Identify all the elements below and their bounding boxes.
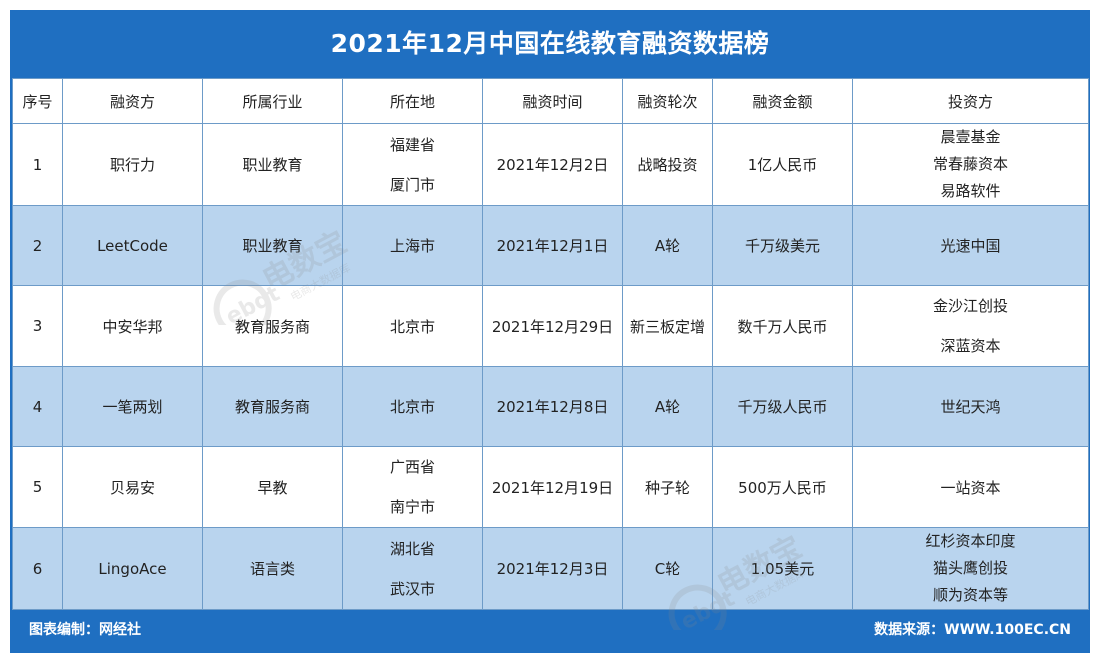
cell-round: A轮 xyxy=(622,366,713,447)
investor: 常春藤资本 xyxy=(932,155,1008,173)
column-header-round: 融资轮次 xyxy=(622,78,713,124)
cell-amount: 千万级人民币 xyxy=(712,366,853,447)
cell-industry: 职业教育 xyxy=(202,205,343,286)
cell-no: 1 xyxy=(12,123,63,206)
cell-no: 6 xyxy=(12,527,63,610)
investor: 光速中国 xyxy=(940,237,1001,255)
cell-company: 中安华邦 xyxy=(62,285,203,367)
cell-round: C轮 xyxy=(622,527,713,610)
cell-investors: 金沙江创投 深蓝资本 xyxy=(852,285,1089,367)
cell-company: LeetCode xyxy=(62,205,203,286)
cell-investors: 光速中国 xyxy=(852,205,1089,286)
table-row: 4 一笔两划 教育服务商 北京市 2021年12月8日 A轮 千万级人民币 世纪… xyxy=(12,366,1089,447)
footer-credit: 图表编制：网经社 xyxy=(29,622,141,638)
table-row: 2 LeetCode 职业教育 上海市 2021年12月1日 A轮 千万级美元 … xyxy=(12,205,1089,286)
investor: 晨壹基金 xyxy=(940,128,1001,146)
cell-date: 2021年12月29日 xyxy=(482,285,623,367)
location-city: 厦门市 xyxy=(389,175,435,194)
cell-round: A轮 xyxy=(622,205,713,286)
cell-no: 4 xyxy=(12,366,63,447)
cell-company: 贝易安 xyxy=(62,446,203,528)
column-header-investors: 投资方 xyxy=(852,78,1089,124)
cell-location: 北京市 xyxy=(342,285,483,367)
cell-amount: 1亿人民币 xyxy=(712,123,853,206)
investor: 一站资本 xyxy=(940,478,1001,497)
cell-date: 2021年12月19日 xyxy=(482,446,623,528)
cell-investors: 红杉资本印度 猫头鹰创投 顺为资本等 xyxy=(852,527,1089,610)
column-header-location: 所在地 xyxy=(342,78,483,124)
location-province: 湖北省 xyxy=(389,539,435,558)
cell-company: 职行力 xyxy=(62,123,203,206)
location-city: 南宁市 xyxy=(389,498,435,516)
column-header-industry: 所属行业 xyxy=(202,78,343,124)
cell-no: 3 xyxy=(12,285,63,367)
cell-company: 一笔两划 xyxy=(62,366,203,447)
cell-location: 湖北省 武汉市 xyxy=(342,527,483,610)
location-province: 福建省 xyxy=(389,135,435,154)
cell-round: 种子轮 xyxy=(622,446,713,528)
location-city: 上海市 xyxy=(389,237,435,255)
header-row: 序号 融资方 所属行业 所在地 融资时间 融资轮次 融资金额 投资方 xyxy=(12,78,1089,124)
investor: 金沙江创投 xyxy=(932,297,1008,315)
cell-no: 5 xyxy=(12,446,63,528)
cell-investors: 一站资本 xyxy=(852,446,1089,528)
cell-amount: 千万级美元 xyxy=(712,205,853,286)
location-city: 北京市 xyxy=(389,398,435,416)
table-frame: 2021年12月中国在线教育融资数据榜 序号 融资方 所属行业 所在地 融资时间… xyxy=(10,10,1090,653)
table-row: 6 LingoAce 语言类 湖北省 武汉市 2021年12月3日 C轮 1.0… xyxy=(12,527,1089,610)
cell-date: 2021年12月1日 xyxy=(482,205,623,286)
cell-investors: 世纪天鸿 xyxy=(852,366,1089,447)
cell-round: 战略投资 xyxy=(622,123,713,206)
cell-industry: 教育服务商 xyxy=(202,285,343,367)
column-header-date: 融资时间 xyxy=(482,78,623,124)
column-header-amount: 融资金额 xyxy=(712,78,853,124)
investor: 猫头鹰创投 xyxy=(932,559,1008,577)
cell-amount: 数千万人民币 xyxy=(712,285,853,367)
cell-location: 北京市 xyxy=(342,366,483,447)
cell-date: 2021年12月3日 xyxy=(482,527,623,610)
cell-company: LingoAce xyxy=(62,527,203,610)
cell-location: 上海市 xyxy=(342,205,483,286)
investor: 顺为资本等 xyxy=(932,586,1008,604)
page-title: 2021年12月中国在线教育融资数据榜 xyxy=(330,29,770,58)
cell-industry: 职业教育 xyxy=(202,123,343,206)
cell-investors: 晨壹基金 常春藤资本 易路软件 xyxy=(852,123,1089,206)
footer-bar: 图表编制：网经社 数据来源：WWW.100EC.CN xyxy=(10,608,1090,653)
cell-industry: 早教 xyxy=(202,446,343,528)
investor: 易路软件 xyxy=(940,182,1001,200)
cell-round: 新三板定增 xyxy=(622,285,713,367)
location-city: 北京市 xyxy=(389,317,435,336)
cell-amount: 1.05美元 xyxy=(712,527,853,610)
cell-industry: 语言类 xyxy=(202,527,343,610)
cell-date: 2021年12月8日 xyxy=(482,366,623,447)
cell-location: 广西省 南宁市 xyxy=(342,446,483,528)
column-header-company: 融资方 xyxy=(62,78,203,124)
location-province: 广西省 xyxy=(389,458,435,476)
footer-source: 数据来源：WWW.100EC.CN xyxy=(874,622,1071,638)
investor: 深蓝资本 xyxy=(940,337,1001,355)
cell-amount: 500万人民币 xyxy=(712,446,853,528)
investor: 红杉资本印度 xyxy=(925,532,1016,550)
location-city: 武汉市 xyxy=(389,579,435,598)
cell-no: 2 xyxy=(12,205,63,286)
cell-industry: 教育服务商 xyxy=(202,366,343,447)
table-row: 5 贝易安 早教 广西省 南宁市 2021年12月19日 种子轮 500万人民币… xyxy=(12,446,1089,528)
investor: 世纪天鸿 xyxy=(940,398,1001,416)
financing-table: 序号 融资方 所属行业 所在地 融资时间 融资轮次 融资金额 投资方 1 职行力… xyxy=(12,78,1089,610)
table-row: 1 职行力 职业教育 福建省 厦门市 2021年12月2日 战略投资 1亿人民币… xyxy=(12,123,1089,206)
cell-date: 2021年12月2日 xyxy=(482,123,623,206)
column-header-no: 序号 xyxy=(12,78,63,124)
table-row: 3 中安华邦 教育服务商 北京市 2021年12月29日 新三板定增 数千万人民… xyxy=(12,285,1089,367)
cell-location: 福建省 厦门市 xyxy=(342,123,483,206)
